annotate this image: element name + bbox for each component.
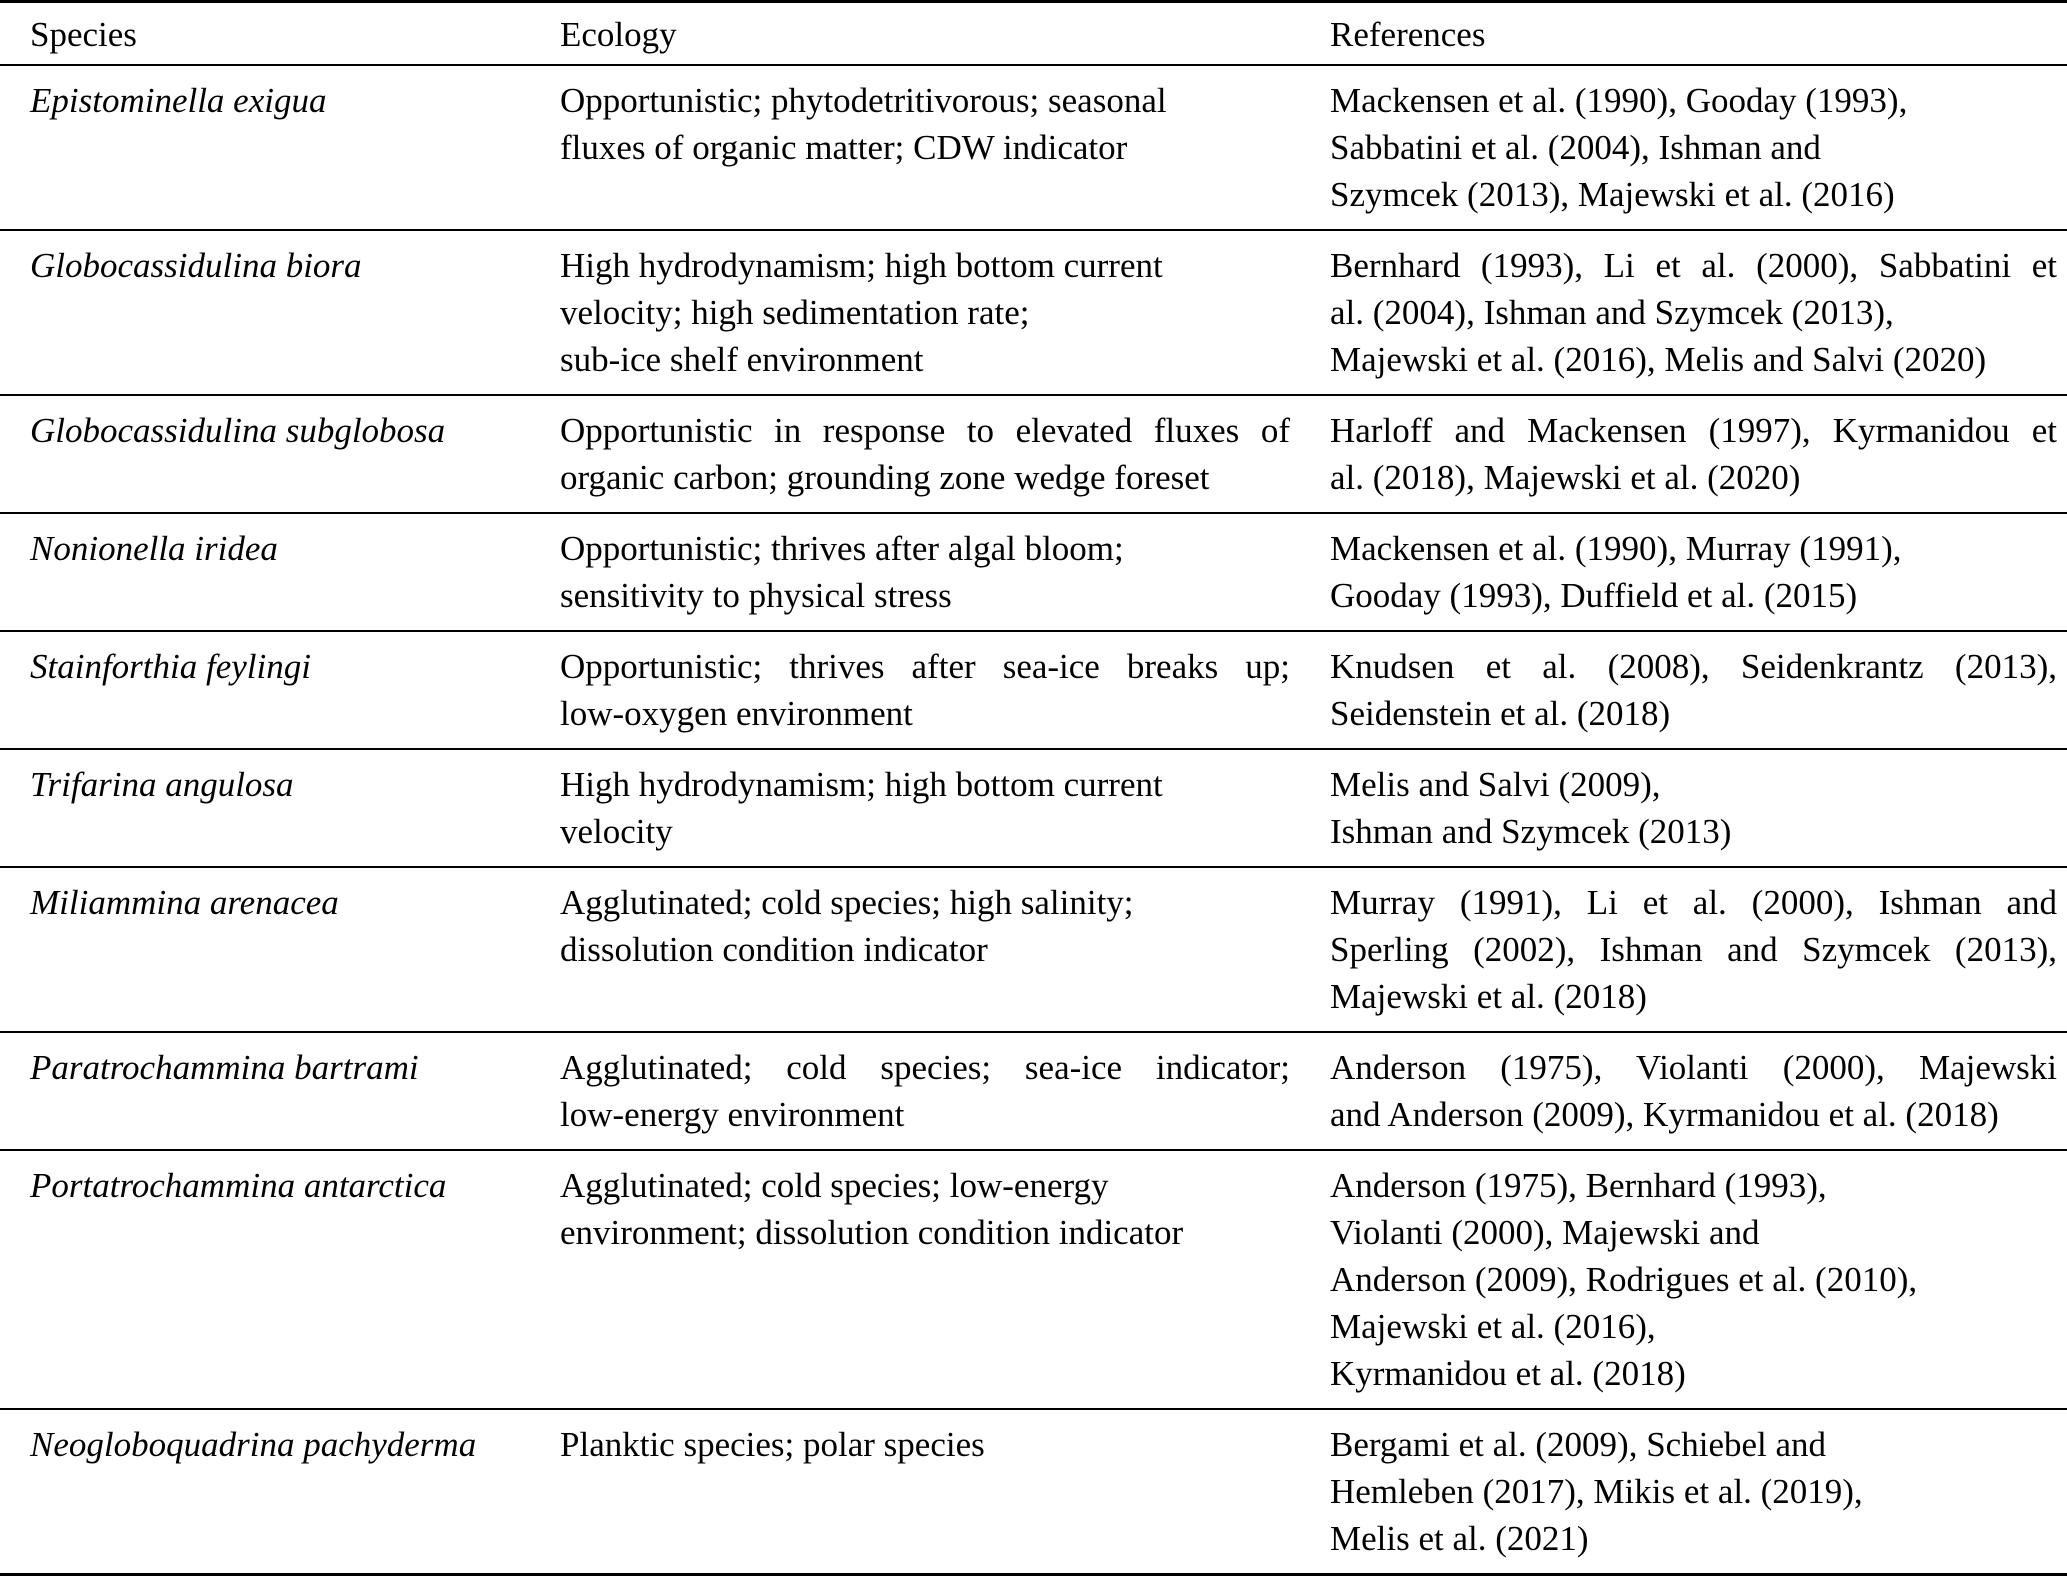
cell-line: Anderson (2009), Rodrigues et al. (2010)… <box>1330 1260 1918 1299</box>
ecology-cell: High hydrodynamism; high bottom current v… <box>530 230 1300 396</box>
references-cell: Harloff and Mackensen (1997), Kyrmanidou… <box>1300 395 2067 514</box>
cell-line: dissolution condition indicator <box>560 930 988 969</box>
cell-line: Kyrmanidou et al. (2018) <box>1330 1354 1686 1393</box>
table-body: Epistominella exigua Opportunistic; phyto… <box>0 65 2067 1575</box>
table-row: Paratrochammina bartrami Agglutinated; co… <box>0 1032 2067 1151</box>
references-cell: Melis and Salvi (2009), Ishman and Szymce… <box>1300 749 2067 868</box>
cell-line: Majewski et al. (2016), <box>1330 1307 1656 1346</box>
cell-line: velocity; high sedimentation rate; <box>560 293 1030 332</box>
species-cell: Globocassidulina subglobosa <box>0 395 530 514</box>
species-cell: Neogloboquadrina pachyderma <box>30 1425 477 1464</box>
cell-line: Mackensen et al. (1990), Murray (1991), <box>1330 529 1902 568</box>
cell-line: low-oxygen environment <box>560 694 913 733</box>
cell-line: Agglutinated; cold species; low-energy <box>560 1166 1109 1205</box>
table-row: Globocassidulina subglobosa Opportunistic… <box>0 395 2067 514</box>
cell-line: High hydrodynamism; high bottom current <box>560 246 1163 285</box>
cell-line: organic carbon; grounding zone wedge for… <box>560 458 1210 497</box>
table-row: Globocassidulina biora High hydrodynamism… <box>0 230 2067 396</box>
ecology-cell: Opportunistic; phytodetritivorous; seaso… <box>530 65 1300 231</box>
cell-line: sensitivity to physical stress <box>560 576 952 615</box>
references-cell: Bernhard (1993), Li et al. (2000), Sabba… <box>1300 230 2067 396</box>
column-header-references: References <box>1300 1 2067 66</box>
cell-line: sub-ice shelf environment <box>560 340 924 379</box>
cell-line: Knudsen et al. (2008), Seidenkrantz (201… <box>1330 647 2057 686</box>
cell-line: Gooday (1993), Duffield et al. (2015) <box>1330 576 1858 615</box>
cell-line: Opportunistic in response to elevated fl… <box>560 411 1290 450</box>
ecology-cell: Agglutinated; cold species; sea-ice indi… <box>530 1032 1300 1151</box>
species-cell: Miliammina arenacea <box>0 867 530 1033</box>
cell-line: Harloff and Mackensen (1997), Kyrmanidou… <box>1330 411 2057 450</box>
header-row: Species Ecology References <box>0 1 2067 66</box>
ecology-cell: Agglutinated; cold species; low-energy en… <box>530 1150 1300 1410</box>
cell-line: Anderson (1975), Violanti (2000), Majews… <box>1330 1048 2057 1087</box>
cell-line: and Anderson (2009), Kyrmanidou et al. (… <box>1330 1095 1999 1134</box>
references-cell: Mackensen et al. (1990), Murray (1991), G… <box>1300 513 2067 632</box>
cell-line: fluxes of organic matter; CDW indicator <box>560 128 1128 167</box>
references-cell: Mackensen et al. (1990), Gooday (1993), S… <box>1300 65 2067 231</box>
cell-line: Seidenstein et al. (2018) <box>1330 694 1671 733</box>
cell-line: Planktic species; polar species <box>560 1425 985 1464</box>
cell-line: Melis et al. (2021) <box>1330 1519 1589 1558</box>
cell-line: low-energy environment <box>560 1095 905 1134</box>
cell-line: al. (2004), Ishman and Szymcek (2013), <box>1330 293 1894 332</box>
ecology-cell: Opportunistic; thrives after sea-ice bre… <box>530 631 1300 750</box>
cell-line: al. (2018), Majewski et al. (2020) <box>1330 458 1801 497</box>
cell-line: Opportunistic; thrives after sea-ice bre… <box>560 647 1290 686</box>
cell-line: Agglutinated; cold species; sea-ice indi… <box>560 1048 1290 1087</box>
cell-line: Bernhard (1993), Li et al. (2000), Sabba… <box>1330 246 2057 285</box>
ecology-cell: Opportunistic; thrives after algal bloom… <box>530 513 1300 632</box>
cell-line: Agglutinated; cold species; high salinit… <box>560 883 1134 922</box>
ecology-cell: Planktic species; polar species <box>530 1409 1300 1575</box>
column-header-ecology: Ecology <box>530 1 1300 66</box>
cell-line: Sabbatini et al. (2004), Ishman and <box>1330 128 1821 167</box>
cell-line: Murray (1991), Li et al. (2000), Ishman … <box>1330 883 2057 922</box>
cell-line: Bergami et al. (2009), Schiebel and <box>1330 1425 1827 1464</box>
species-cell: Nonionella iridea <box>0 513 530 632</box>
cell-line: environment; dissolution condition indic… <box>560 1213 1184 1252</box>
ecology-cell: Opportunistic in response to elevated fl… <box>530 395 1300 514</box>
table-header: Species Ecology References <box>0 1 2067 66</box>
table-row: Trifarina angulosa High hydrodynamism; hi… <box>0 749 2067 868</box>
table-row: Portatrochammina antarctica Agglutinated;… <box>0 1150 2067 1410</box>
cell-line: Mackensen et al. (1990), Gooday (1993), <box>1330 81 1908 120</box>
cell-line: Ishman and Szymcek (2013) <box>1330 812 1732 851</box>
ecology-cell: High hydrodynamism; high bottom current v… <box>530 749 1300 868</box>
cell-line: Anderson (1975), Bernhard (1993), <box>1330 1166 1827 1205</box>
species-cell: Trifarina angulosa <box>0 749 530 868</box>
references-cell: Murray (1991), Li et al. (2000), Ishman … <box>1300 867 2067 1033</box>
cell-line: Szymcek (2013), Majewski et al. (2016) <box>1330 175 1895 214</box>
table-row: Epistominella exigua Opportunistic; phyto… <box>0 65 2067 231</box>
references-cell: Bergami et al. (2009), Schiebel and Hemle… <box>1300 1409 2067 1575</box>
cell-line: Sperling (2002), Ishman and Szymcek (201… <box>1330 930 2057 969</box>
cell-line: velocity <box>560 812 673 851</box>
ecology-cell: Agglutinated; cold species; high salinit… <box>530 867 1300 1033</box>
species-cell: Epistominella exigua <box>0 65 530 231</box>
species-cell: Stainforthia feylingi <box>0 631 530 750</box>
table-row: Miliammina arenacea Agglutinated; cold sp… <box>0 867 2067 1033</box>
cell-line: Hemleben (2017), Mikis et al. (2019), <box>1330 1472 1863 1511</box>
references-cell: Anderson (1975), Violanti (2000), Majews… <box>1300 1032 2067 1151</box>
table-row: Nonionella iridea Opportunistic; thrives … <box>0 513 2067 632</box>
references-cell: Anderson (1975), Bernhard (1993), Violant… <box>1300 1150 2067 1410</box>
cell-line: Melis and Salvi (2009), <box>1330 765 1661 804</box>
cell-line: Opportunistic; phytodetritivorous; seaso… <box>560 81 1167 120</box>
species-cell: Portatrochammina antarctica <box>0 1150 530 1410</box>
table-row: Stainforthia feylingi Opportunistic; thri… <box>0 631 2067 750</box>
column-header-species: Species <box>0 1 530 66</box>
cell-line: Violanti (2000), Majewski and <box>1330 1213 1760 1252</box>
cell-line: High hydrodynamism; high bottom current <box>560 765 1163 804</box>
table-row: Neogloboquadrina pachyderma Planktic spec… <box>0 1409 2067 1575</box>
references-cell: Knudsen et al. (2008), Seidenkrantz (201… <box>1300 631 2067 750</box>
cell-line: Majewski et al. (2016), Melis and Salvi … <box>1330 340 1987 379</box>
species-cell: Paratrochammina bartrami <box>0 1032 530 1151</box>
cell-line: Majewski et al. (2018) <box>1330 977 1647 1016</box>
cell-line: Opportunistic; thrives after algal bloom… <box>560 529 1124 568</box>
species-cell: Globocassidulina biora <box>0 230 530 396</box>
